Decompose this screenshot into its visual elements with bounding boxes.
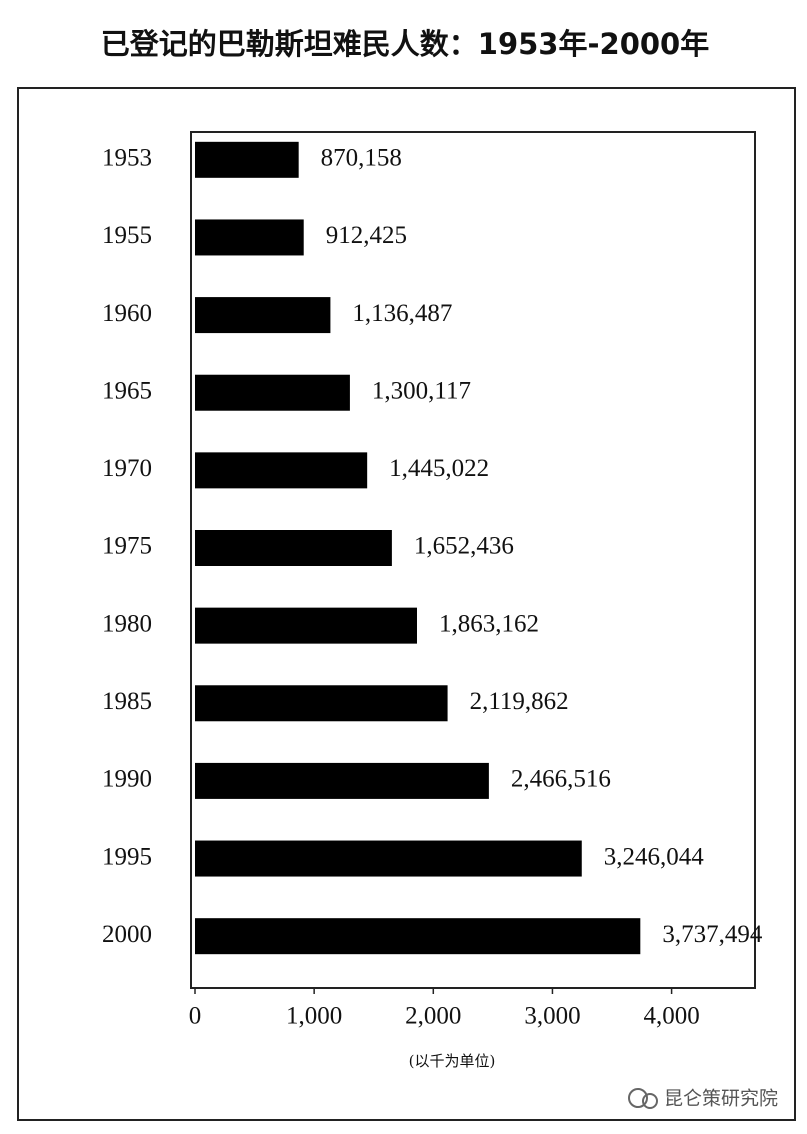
watermark: 昆仑策研究院	[664, 1088, 778, 1110]
bar	[195, 840, 582, 877]
bar	[195, 452, 368, 489]
x-tick-label: 0	[189, 1003, 202, 1030]
y-tick-label: 1980	[102, 610, 152, 637]
value-label: 1,136,487	[352, 300, 452, 327]
value-label: 912,425	[326, 222, 407, 249]
y-tick-label: 1965	[102, 377, 152, 404]
plot-frame	[190, 131, 756, 989]
value-label: 1,445,022	[389, 455, 489, 482]
unit-note: (以千为单位)	[409, 1052, 496, 1070]
bar	[195, 607, 417, 644]
value-label: 3,737,494	[662, 921, 763, 948]
x-tick-label: 4,000	[643, 1003, 699, 1030]
y-tick-label: 1970	[102, 455, 152, 482]
outer-frame	[17, 87, 796, 1121]
y-tick-label: 1953	[102, 145, 152, 172]
bar	[195, 374, 350, 411]
y-tick-label: 1955	[102, 222, 152, 249]
y-tick-label: 2000	[102, 921, 152, 948]
value-label: 1,300,117	[372, 377, 471, 404]
x-tick-label: 1,000	[286, 1003, 342, 1030]
y-tick-label: 1990	[102, 766, 152, 793]
value-label: 3,246,044	[604, 843, 705, 870]
bar	[195, 297, 331, 334]
chart-title: 已登记的巴勒斯坦难民人数：1953年-2000年	[101, 27, 709, 61]
y-tick-label: 1960	[102, 300, 152, 327]
bar	[195, 685, 448, 722]
y-tick-label: 1975	[102, 533, 152, 560]
value-label: 2,466,516	[511, 766, 611, 793]
x-tick-label: 2,000	[405, 1003, 461, 1030]
value-label: 1,863,162	[439, 610, 539, 637]
y-tick-label: 1995	[102, 843, 152, 870]
bar	[195, 762, 489, 799]
x-tick-label: 3,000	[524, 1003, 580, 1030]
bar	[195, 141, 299, 178]
bar	[195, 219, 304, 256]
bar	[195, 918, 641, 955]
watermark-icon	[628, 1088, 658, 1109]
y-tick-label: 1985	[102, 688, 152, 715]
value-label: 2,119,862	[470, 688, 569, 715]
value-label: 870,158	[321, 145, 402, 172]
value-label: 1,652,436	[414, 533, 514, 560]
bar	[195, 530, 392, 566]
